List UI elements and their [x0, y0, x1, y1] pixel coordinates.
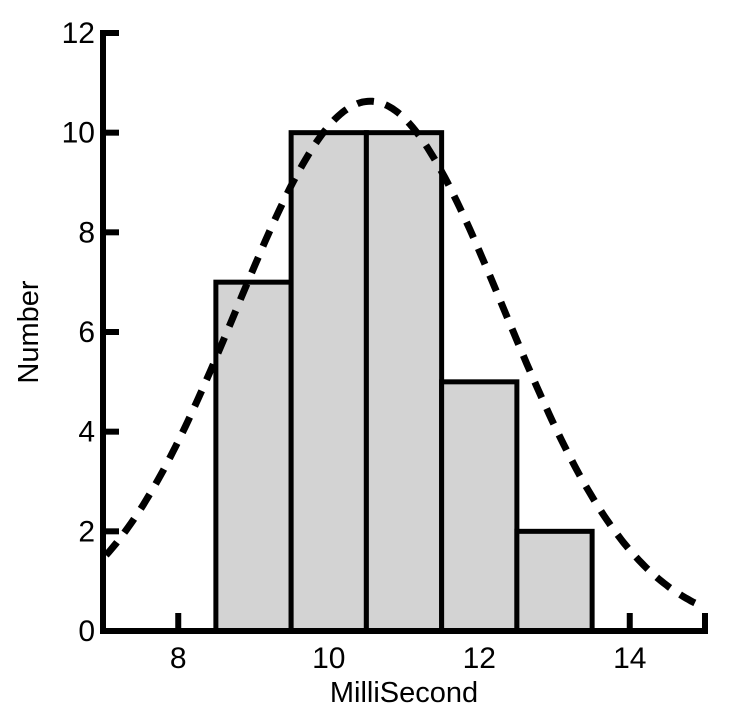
y-tick-label: 8 — [78, 216, 95, 249]
histogram-bar — [363, 130, 445, 634]
y-tick-label: 0 — [78, 615, 95, 648]
y-tick-label: 6 — [78, 316, 95, 349]
normal-curve — [103, 97, 706, 611]
axes — [100, 30, 708, 634]
histogram-bar — [514, 528, 595, 634]
y-tick-label: 10 — [62, 117, 95, 150]
histogram-bar — [439, 379, 520, 634]
y-axis-label: Number — [13, 280, 45, 383]
x-tick-label: 10 — [312, 642, 345, 675]
y-tick-label: 12 — [62, 17, 95, 50]
x-axis-label: MilliSecond — [330, 677, 478, 709]
histogram-bar — [288, 130, 369, 634]
tick-labels: 8 10 12 14 0 2 4 6 8 10 12 — [62, 17, 647, 675]
x-tick-label: 12 — [463, 642, 496, 675]
histogram-bar — [213, 279, 294, 634]
x-tick-label: 8 — [170, 642, 187, 675]
x-tick-label: 14 — [613, 642, 646, 675]
y-tick-label: 2 — [78, 515, 95, 548]
histogram-bars — [213, 130, 595, 634]
y-tick-label: 4 — [78, 416, 95, 449]
